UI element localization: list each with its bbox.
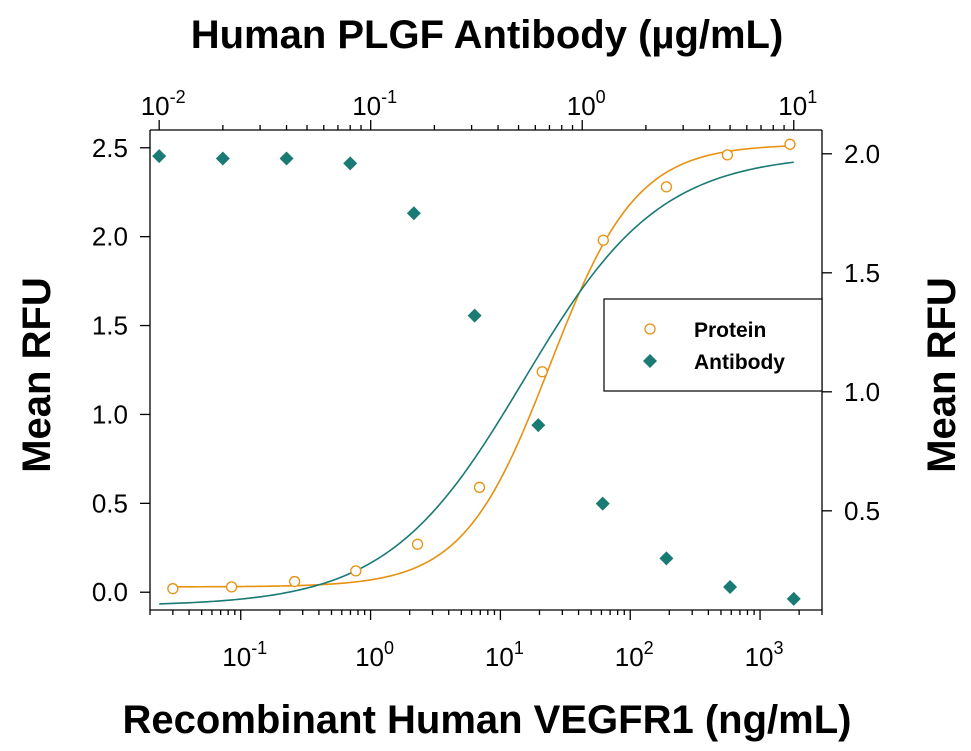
protein-point: [288, 575, 301, 588]
legend: Protein Antibody: [603, 298, 823, 392]
antibody-point: [531, 418, 546, 433]
x-top-tick-label-base: 10: [778, 91, 807, 121]
fit-curves: [159, 145, 794, 605]
protein-point: [597, 234, 609, 246]
x-bottom-tick-label: 10-1: [222, 638, 267, 672]
x-bottom-tick-label-exponent: 2: [644, 638, 654, 658]
antibody-point: [595, 496, 610, 511]
x-bottom-tick-label: 101: [485, 638, 524, 672]
y-right-tick-label: 1.0: [844, 377, 880, 407]
legend-protein-label: Protein: [694, 319, 766, 342]
x-bottom-tick-label: 103: [745, 638, 784, 672]
y-right-tick-label: 2.0: [844, 139, 880, 169]
y-left-tick-label: 1.0: [92, 399, 128, 429]
x-bottom-tick-label-exponent: 3: [774, 638, 784, 658]
x-top-tick-label-exponent: 1: [807, 87, 817, 107]
x-bottom-tick-label-base: 10: [615, 642, 644, 672]
x-top-tick-label-base: 10: [141, 91, 170, 121]
x-bottom-tick-label: 102: [615, 638, 654, 672]
antibody-point: [723, 579, 738, 594]
x-bottom-tick-label: 100: [355, 638, 394, 672]
x-bottom-tick-label-base: 10: [222, 642, 251, 672]
data-points: [152, 138, 801, 606]
y-left-tick-label: 2.5: [92, 133, 128, 163]
y-left-tick-label: 2.0: [92, 222, 128, 252]
legend-antibody-marker: [643, 354, 657, 368]
x-bottom-tick-label-exponent: -1: [251, 638, 267, 658]
protein-point: [225, 581, 238, 593]
y-left-tick-label: 0.0: [92, 577, 128, 607]
x-axis-label: Recombinant Human VEGFR1 (ng/mL): [123, 698, 852, 742]
protein-point: [721, 149, 734, 161]
x-bottom-tick-label-base: 10: [355, 642, 384, 672]
protein-fit-curve: [172, 145, 791, 588]
legend-protein-marker: [644, 323, 656, 335]
protein-point: [660, 181, 673, 193]
protein-point: [167, 583, 179, 595]
x-top-tick-label-exponent: -2: [170, 87, 186, 107]
legend-box: [603, 298, 823, 392]
y-right-tick-label: 1.5: [844, 258, 880, 288]
x-top-tick-label: 10-1: [352, 87, 397, 121]
antibody-point: [279, 151, 294, 166]
x-bottom-tick-label-base: 10: [485, 642, 514, 672]
protein-point: [784, 138, 796, 150]
x-top-tick-label-exponent: 0: [596, 87, 606, 107]
x-bottom-tick-label-exponent: 0: [384, 638, 394, 658]
legend-antibody-label: Antibody: [694, 351, 785, 374]
y-axis-left-label: Mean RFU: [15, 277, 59, 473]
x-top-tick-label-base: 10: [352, 91, 381, 121]
x-top-tick-label: 101: [778, 87, 817, 121]
y-left-tick-label: 0.5: [92, 488, 128, 518]
antibody-point: [406, 206, 421, 221]
antibody-point: [659, 551, 674, 566]
y-right-tick-label: 0.5: [844, 496, 880, 526]
x-bottom-tick-label-base: 10: [745, 642, 774, 672]
x-top-tick-label: 100: [567, 87, 606, 121]
chart-title: Human PLGF Antibody (µg/mL): [191, 13, 784, 57]
x-top-tick-label-base: 10: [567, 91, 596, 121]
antibody-point: [152, 149, 167, 164]
x-top-tick-label: 10-2: [141, 87, 186, 121]
antibody-fit-curve: [159, 161, 794, 605]
antibody-point: [215, 151, 230, 166]
y-left-tick-label: 1.5: [92, 311, 128, 341]
antibody-point: [786, 591, 801, 606]
antibody-point: [467, 308, 482, 323]
x-bottom-tick-label-exponent: 1: [514, 638, 524, 658]
y-axis-right-label: Mean RFU: [920, 277, 964, 473]
x-top-tick-label-exponent: -1: [381, 87, 397, 107]
protein-point: [536, 366, 548, 378]
protein-point: [473, 481, 486, 493]
protein-point: [411, 538, 424, 550]
antibody-point: [343, 156, 358, 171]
protein-point: [350, 565, 362, 577]
